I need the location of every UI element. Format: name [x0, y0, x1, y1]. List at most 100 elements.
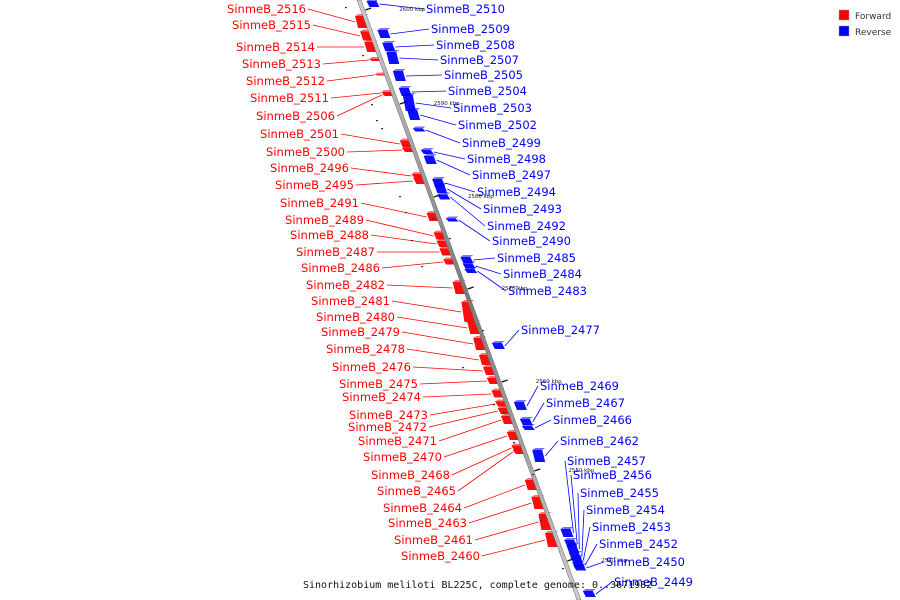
- forward-connector: [468, 502, 532, 524]
- forward-connector: [443, 435, 508, 458]
- reverse-connector: [390, 28, 430, 35]
- reverse-connector: [581, 509, 585, 557]
- forward-connector: [422, 393, 492, 398]
- reverse-connector: [577, 492, 580, 550]
- scale-ticks: 2600 kbp 2590 kbp 2580 kbp 2570 kbp 2560 kbp…: [345, 7, 628, 570]
- legend: Forward Reverse: [838, 9, 892, 38]
- reverse-connector: [379, 3, 425, 10]
- minor-tick: [562, 568, 564, 570]
- reverse-connector: [444, 182, 476, 193]
- reverse-connector: [395, 44, 435, 48]
- forward-gene-label: SinmeB_2473: [349, 408, 428, 422]
- minor-tick: [381, 128, 383, 130]
- forward-gene-label: SinmeB_2512: [246, 74, 325, 88]
- tick-label: 2590 kbp: [434, 101, 460, 107]
- forward-connector: [330, 92, 382, 99]
- reverse-gene-label: SinmeB_2454: [586, 503, 665, 517]
- reverse-gene-label: SinmeB_2508: [436, 38, 515, 52]
- reverse-gene-sinmeb_2503: [402, 93, 416, 111]
- reverse-connector: [420, 114, 457, 126]
- forward-connector: [412, 366, 484, 372]
- forward-gene-label: SinmeB_2461: [394, 533, 473, 547]
- forward-connector: [457, 451, 513, 492]
- reverse-gene-sinmeb_2462: [532, 448, 546, 462]
- forward-connector: [474, 521, 539, 541]
- forward-gene-label: SinmeB_2513: [242, 57, 321, 71]
- reverse-connector: [570, 474, 578, 544]
- reverse-gene-sinmeb_2492: [437, 192, 451, 200]
- reverse-gene-sinmeb_2490: [445, 216, 459, 222]
- minor-tick: [532, 474, 534, 476]
- reverse-gene-sinmeb_2497: [423, 154, 437, 164]
- reverse-connector: [425, 129, 461, 144]
- reverse-connector: [405, 74, 443, 77]
- reverse-gene-label: SinmeB_2469: [540, 379, 619, 393]
- forward-connector: [370, 234, 437, 245]
- reverse-gene-sinmeb_2510: [366, 0, 380, 7]
- reverse-connector: [595, 581, 613, 595]
- forward-connector: [381, 261, 444, 269]
- forward-gene-label: SinmeB_2476: [332, 360, 411, 374]
- reverse-connector: [526, 385, 539, 407]
- forward-gene-label: SinmeB_2460: [401, 549, 480, 563]
- forward-connector: [463, 484, 525, 509]
- legend-reverse-label: Reverse: [855, 28, 892, 38]
- forward-connector: [346, 149, 403, 153]
- minor-tick: [540, 520, 542, 522]
- forward-gene-label: SinmeB_2464: [383, 501, 462, 515]
- reverse-gene-label: SinmeB_2490: [492, 234, 571, 248]
- legend-reverse-swatch: [838, 25, 850, 37]
- reverse-connector: [532, 402, 545, 423]
- reverse-gene-label: SinmeB_2505: [444, 68, 523, 82]
- tick-mark: [433, 194, 441, 198]
- minor-tick: [449, 238, 451, 240]
- forward-gene-label: SinmeB_2463: [388, 516, 467, 530]
- reverse-gene-sinmeb_2477: [491, 341, 505, 349]
- tick-label: 2550 kbp: [568, 468, 594, 474]
- forward-connector: [419, 380, 487, 385]
- reverse-gene-sinmeb_2449: [582, 589, 596, 597]
- reverse-connector: [447, 188, 482, 210]
- reverse-gene-sinmeb_2457: [560, 527, 574, 537]
- tick-mark: [467, 286, 474, 290]
- forward-gene-label: SinmeB_2511: [250, 91, 329, 105]
- minor-tick: [411, 240, 413, 242]
- forward-gene-label: SinmeB_2488: [290, 228, 369, 242]
- forward-gene-label: SinmeB_2465: [377, 484, 456, 498]
- forward-gene-label: SinmeB_2514: [236, 40, 315, 54]
- reverse-connector: [458, 219, 491, 242]
- forward-connector: [350, 167, 412, 177]
- reverse-gene-label: SinmeB_2510: [426, 2, 505, 16]
- reverse-connector: [475, 265, 502, 275]
- forward-gene-label: SinmeB_2478: [326, 342, 405, 356]
- reverse-connector: [473, 257, 496, 261]
- forward-connector: [428, 410, 498, 428]
- reverse-gene-sinmeb_2483: [464, 267, 478, 273]
- tick-label: 2540 kbp: [601, 558, 627, 564]
- legend-forward-label: Forward: [855, 12, 891, 22]
- genome-axis: [356, 0, 582, 600]
- forward-gene-label: SinmeB_2489: [285, 213, 364, 227]
- forward-connector: [481, 539, 546, 557]
- reverse-gene-label: SinmeB_2466: [553, 413, 632, 427]
- reverse-gene-label: SinmeB_2494: [477, 185, 556, 199]
- reverse-gene-label: SinmeB_2497: [472, 168, 551, 182]
- tick-mark: [567, 558, 574, 562]
- forward-gene-label: SinmeB_2470: [363, 450, 442, 464]
- reverse-gene-sinmeb_2509: [377, 28, 391, 38]
- forward-connector: [336, 94, 383, 117]
- reverse-connector: [504, 329, 520, 347]
- reverse-connector: [399, 57, 439, 61]
- reverse-gene-label: SinmeB_2498: [467, 152, 546, 166]
- forward-gene-label: SinmeB_2491: [280, 196, 359, 210]
- forward-gene-label: SinmeB_2475: [339, 377, 418, 391]
- minor-tick: [405, 212, 407, 214]
- forward-connector: [322, 59, 370, 65]
- legend-forward-swatch: [838, 9, 850, 21]
- minor-tick: [513, 442, 515, 444]
- tick-label: 2580 kbp: [468, 194, 494, 200]
- forward-connector: [401, 331, 474, 345]
- reverse-gene-sinmeb_2469: [513, 400, 527, 410]
- reverse-gene-sinmeb_2505: [392, 69, 406, 81]
